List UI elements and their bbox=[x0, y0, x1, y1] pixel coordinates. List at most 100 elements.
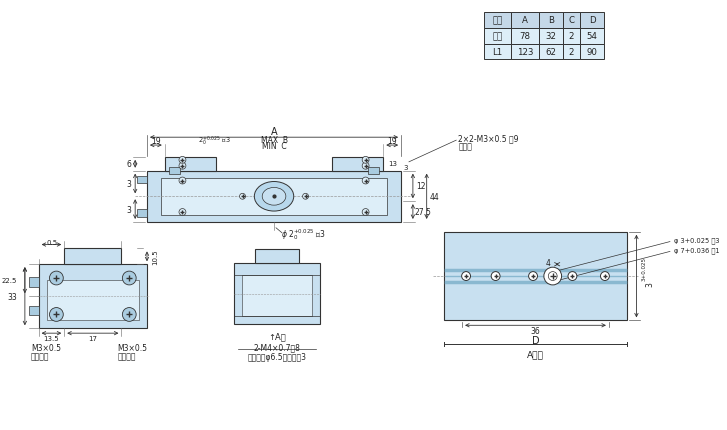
Circle shape bbox=[362, 157, 369, 164]
Circle shape bbox=[362, 178, 369, 184]
Bar bbox=[233, 264, 321, 325]
Text: 62: 62 bbox=[545, 48, 556, 57]
Text: 4: 4 bbox=[545, 258, 550, 267]
Bar bbox=[483, 45, 511, 60]
Text: 3: 3 bbox=[403, 164, 409, 170]
Bar bbox=[563, 45, 580, 60]
Bar bbox=[580, 29, 604, 45]
Text: A視図: A視図 bbox=[527, 350, 544, 359]
Text: ↑A視: ↑A視 bbox=[268, 332, 286, 341]
Text: 44: 44 bbox=[430, 192, 439, 201]
Circle shape bbox=[529, 272, 537, 281]
Bar bbox=[241, 276, 313, 316]
Bar bbox=[169, 167, 180, 174]
Circle shape bbox=[568, 272, 577, 281]
Bar bbox=[368, 167, 379, 174]
Bar bbox=[511, 45, 539, 60]
Text: 12: 12 bbox=[416, 182, 425, 191]
Text: 3: 3 bbox=[126, 205, 132, 214]
Text: A: A bbox=[522, 16, 528, 25]
Text: 閉ポート: 閉ポート bbox=[31, 351, 49, 360]
Bar bbox=[539, 13, 563, 29]
Circle shape bbox=[179, 163, 186, 170]
Circle shape bbox=[544, 267, 561, 285]
Text: 2: 2 bbox=[569, 32, 574, 41]
Bar bbox=[483, 29, 511, 45]
Text: φ 3+0.025 深3: φ 3+0.025 深3 bbox=[674, 237, 719, 243]
Text: 裏面よりφ6.5ザグリ深3: 裏面よりφ6.5ザグリ深3 bbox=[247, 353, 307, 362]
Circle shape bbox=[179, 209, 186, 216]
Text: 78: 78 bbox=[520, 32, 531, 41]
Bar bbox=[137, 209, 147, 218]
Bar bbox=[511, 29, 539, 45]
Bar bbox=[137, 176, 147, 184]
Text: 2×2-M3×0.5 深9: 2×2-M3×0.5 深9 bbox=[458, 134, 518, 143]
Circle shape bbox=[49, 308, 63, 322]
Bar bbox=[165, 157, 216, 171]
Circle shape bbox=[49, 271, 63, 285]
Text: 19: 19 bbox=[387, 136, 397, 145]
Ellipse shape bbox=[262, 188, 286, 206]
Text: 開ポート: 開ポート bbox=[118, 351, 136, 360]
Ellipse shape bbox=[254, 182, 294, 212]
Text: 27.5: 27.5 bbox=[414, 208, 431, 217]
Text: 123: 123 bbox=[517, 48, 534, 57]
Text: 17: 17 bbox=[88, 335, 97, 341]
Text: 33: 33 bbox=[7, 292, 17, 301]
Bar bbox=[444, 232, 627, 321]
Bar bbox=[580, 45, 604, 60]
Text: L1: L1 bbox=[492, 48, 502, 57]
Bar bbox=[332, 157, 383, 171]
Text: 90: 90 bbox=[587, 48, 598, 57]
Bar bbox=[29, 306, 39, 316]
Text: M3×0.5: M3×0.5 bbox=[118, 344, 148, 353]
Text: MAX  B: MAX B bbox=[260, 135, 288, 144]
Text: 13: 13 bbox=[388, 160, 397, 166]
Text: 2: 2 bbox=[569, 48, 574, 57]
Text: MIN  C: MIN C bbox=[262, 141, 286, 150]
Circle shape bbox=[362, 209, 369, 216]
Text: 3: 3 bbox=[126, 180, 132, 188]
Text: 2-M4×0.7深8: 2-M4×0.7深8 bbox=[254, 343, 300, 352]
Text: B: B bbox=[547, 16, 554, 25]
Bar bbox=[539, 45, 563, 60]
Text: 19: 19 bbox=[151, 136, 161, 145]
Circle shape bbox=[462, 272, 470, 281]
Text: A: A bbox=[270, 127, 277, 137]
Circle shape bbox=[179, 178, 186, 184]
Text: 6: 6 bbox=[126, 160, 132, 169]
Circle shape bbox=[491, 272, 500, 281]
Text: D: D bbox=[531, 335, 539, 345]
Text: 標準: 標準 bbox=[492, 32, 502, 41]
Text: 22.5: 22.5 bbox=[1, 278, 17, 283]
Circle shape bbox=[548, 272, 557, 281]
Text: D: D bbox=[589, 16, 595, 25]
Text: C: C bbox=[569, 16, 574, 25]
Text: 0.5: 0.5 bbox=[47, 239, 58, 245]
Text: 10.5: 10.5 bbox=[152, 249, 158, 264]
Bar bbox=[161, 178, 387, 215]
Circle shape bbox=[601, 272, 609, 281]
Bar bbox=[39, 264, 147, 329]
Bar bbox=[563, 13, 580, 29]
Text: φ 7+0.036 深1: φ 7+0.036 深1 bbox=[674, 246, 719, 253]
Bar bbox=[580, 13, 604, 29]
Text: 54: 54 bbox=[587, 32, 598, 41]
Bar bbox=[29, 277, 39, 287]
Text: 13.5: 13.5 bbox=[44, 335, 60, 341]
Text: $2^{+0.025}_{0}$ 深3: $2^{+0.025}_{0}$ 深3 bbox=[198, 134, 230, 147]
Text: 取付穴: 取付穴 bbox=[458, 142, 472, 151]
Circle shape bbox=[122, 308, 136, 322]
Text: 3: 3 bbox=[646, 282, 655, 287]
Bar bbox=[539, 29, 563, 45]
Text: $\phi$ 2$^{+0.025}_{0}$ 深3: $\phi$ 2$^{+0.025}_{0}$ 深3 bbox=[281, 227, 326, 242]
Bar bbox=[47, 280, 139, 321]
Circle shape bbox=[302, 194, 308, 200]
Text: 36: 36 bbox=[531, 326, 540, 335]
Circle shape bbox=[179, 157, 186, 164]
Bar bbox=[483, 13, 511, 29]
Text: 型式: 型式 bbox=[492, 16, 502, 25]
Bar bbox=[255, 250, 299, 264]
Text: 32: 32 bbox=[545, 32, 556, 41]
Bar bbox=[64, 249, 121, 264]
